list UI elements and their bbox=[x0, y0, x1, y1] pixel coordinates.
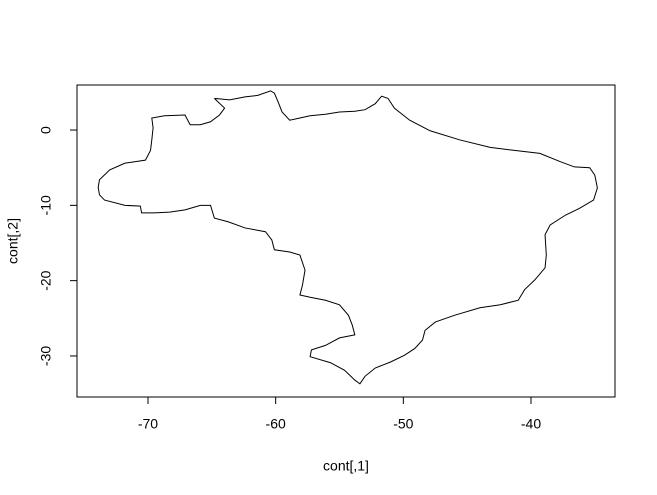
outline-line bbox=[97, 90, 598, 385]
x-tick-label: -70 bbox=[138, 416, 158, 432]
y-axis-label: cont[,2] bbox=[5, 218, 21, 264]
y-tick-label: -20 bbox=[38, 270, 54, 290]
x-tick-label: -40 bbox=[521, 416, 541, 432]
x-axis-label: cont[,1] bbox=[323, 458, 369, 474]
y-tick-label: 0 bbox=[38, 126, 54, 134]
y-tick-label: -10 bbox=[38, 195, 54, 215]
plot-box bbox=[76, 84, 616, 398]
x-tick-label: -60 bbox=[266, 416, 286, 432]
x-tick-label: -50 bbox=[393, 416, 413, 432]
y-tick-label: -30 bbox=[38, 346, 54, 366]
